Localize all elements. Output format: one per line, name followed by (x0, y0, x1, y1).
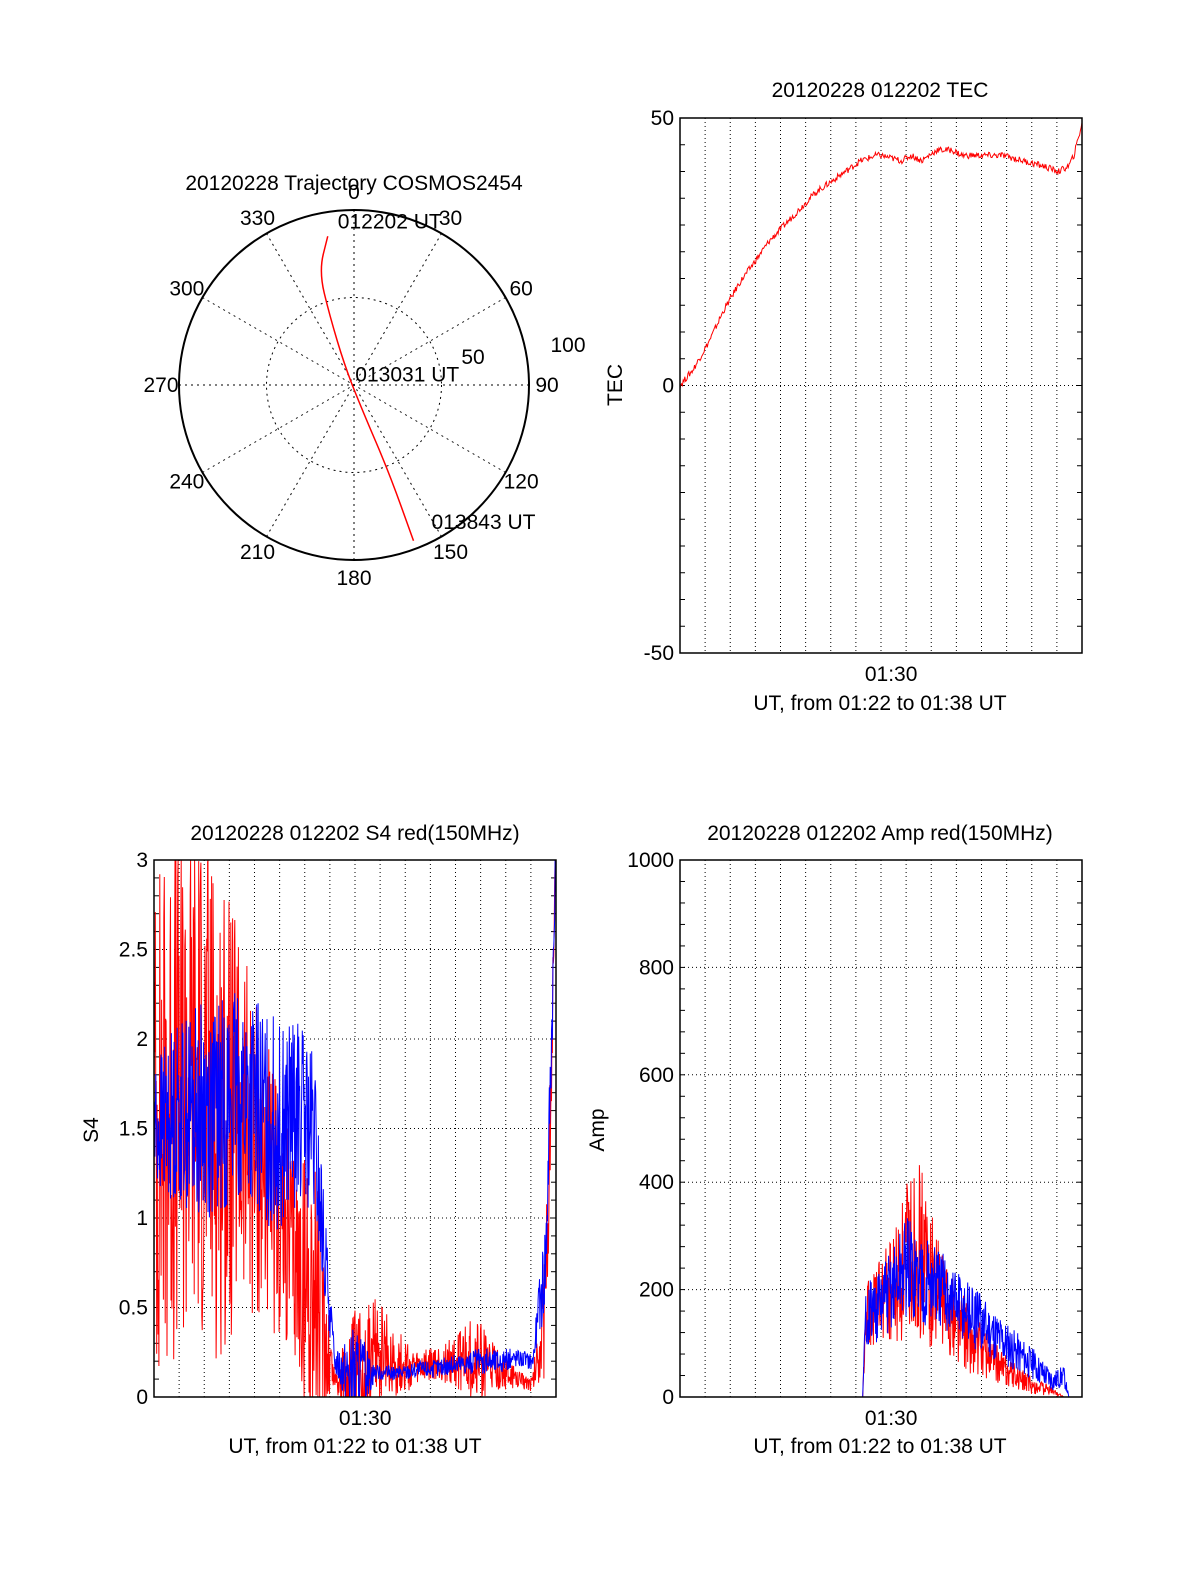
x-tick-label: 01:30 (865, 1407, 918, 1430)
y-tick-label: 1 (136, 1207, 148, 1230)
y-tick-label: 200 (639, 1279, 674, 1302)
tec-plot-area: -50 0 50 01:30 (644, 107, 1083, 686)
y-tick-label: 2 (136, 1028, 148, 1051)
y-tick-label: 1.5 (119, 1118, 148, 1141)
s4-xlabel: UT, from 01:22 to 01:38 UT (228, 1435, 481, 1458)
s4-title: 20120228 012202 S4 red(150MHz) (190, 822, 519, 845)
tec-xlabel: UT, from 01:22 to 01:38 UT (753, 692, 1006, 715)
y-tick-label: 0 (662, 375, 674, 398)
polar-azimuth-label: 270 (143, 374, 178, 397)
y-tick-label: 3 (136, 849, 148, 872)
trajectory-chart: 20120228 Trajectory COSMOS2454 0 30 60 90 12… (143, 172, 585, 590)
plot-frame (679, 859, 1083, 1398)
tec-chart: 20120228 012202 TEC UT, from 01:22 to 01… (604, 79, 1083, 715)
amp-ylabel: Amp (586, 1108, 609, 1151)
series-line (680, 1218, 1082, 1398)
s4-ylabel: S4 (80, 1117, 103, 1143)
y-tick-label: 0.5 (119, 1297, 148, 1320)
polar-azimuth-label: 150 (433, 541, 468, 564)
y-tick-label: 0 (136, 1386, 148, 1409)
y-tick-label: 800 (639, 956, 674, 979)
trajectory-title: 20120228 Trajectory COSMOS2454 (185, 172, 523, 195)
trajectory-time-label: 012202 UT (338, 210, 442, 233)
trajectory-time-label: 013031 UT (355, 364, 459, 387)
polar-azimuth-label: 90 (535, 374, 558, 397)
amp-title: 20120228 012202 Amp red(150MHz) (707, 822, 1053, 845)
y-tick-label: 0 (662, 1386, 674, 1409)
s4-chart: 20120228 012202 S4 red(150MHz) UT, from … (80, 822, 557, 1458)
s4-plot-area: 0 0.5 1 1.5 2 2.5 3 01:30 (119, 849, 557, 1430)
y-tick-label: 600 (639, 1064, 674, 1087)
polar-azimuth-label: 330 (240, 207, 275, 230)
plot-frame (679, 117, 1083, 654)
amp-plot-area: 0 200 400 600 800 1000 01:30 (627, 849, 1083, 1430)
polar-azimuth-label: 240 (169, 471, 204, 494)
polar-ring (266, 297, 442, 473)
polar-azimuth-label: 30 (439, 207, 462, 230)
polar-spoke (266, 233, 442, 537)
trajectory-time-label: 013843 UT (432, 511, 536, 534)
y-tick-label: 400 (639, 1171, 674, 1194)
polar-azimuth-label: 210 (240, 541, 275, 564)
x-tick-label: 01:30 (339, 1407, 392, 1430)
polar-azimuth-label: 180 (336, 567, 371, 590)
y-tick-label: 50 (651, 107, 674, 130)
trajectory-line (320, 236, 415, 542)
polar-azimuth-label: 60 (509, 278, 532, 301)
amp-xlabel: UT, from 01:22 to 01:38 UT (753, 1435, 1006, 1458)
polar-azimuth-label: 0 (348, 181, 360, 204)
polar-trajectory: 012202 UT 013031 UT 013843 UT (320, 210, 536, 542)
amp-chart: 20120228 012202 Amp red(150MHz) UT, from… (586, 822, 1083, 1458)
tec-ylabel: TEC (604, 364, 627, 406)
plot-frame (153, 859, 557, 1398)
polar-radial-label: 50 (461, 346, 484, 369)
series-line (679, 122, 1083, 389)
tec-title: 20120228 012202 TEC (772, 79, 989, 102)
polar-azimuth-label: 120 (504, 471, 539, 494)
polar-azimuth-label: 300 (169, 278, 204, 301)
polar-radial-label: 100 (550, 334, 585, 357)
polar-azimuth-labels: 0 30 60 90 120 150 180 210 240 270 300 330 50 100 (143, 181, 585, 590)
y-tick-label: 2.5 (119, 939, 148, 962)
y-tick-label: -50 (644, 642, 674, 665)
x-tick-label: 01:30 (865, 663, 918, 686)
y-tick-label: 1000 (627, 849, 674, 872)
polar-grid (178, 209, 530, 561)
